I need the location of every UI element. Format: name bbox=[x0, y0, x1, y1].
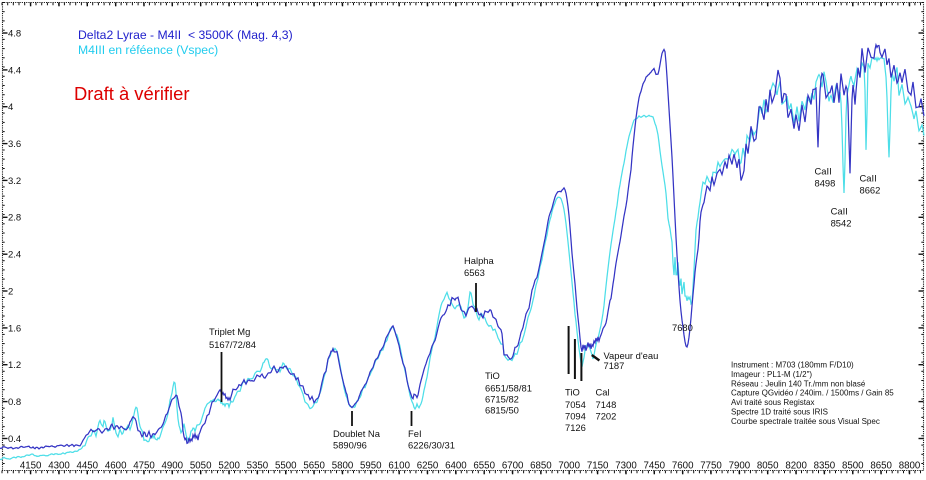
svg-text:6850: 6850 bbox=[530, 460, 552, 471]
svg-text:7148: 7148 bbox=[596, 399, 617, 410]
svg-text:5350: 5350 bbox=[247, 460, 269, 471]
svg-text:2: 2 bbox=[8, 286, 13, 297]
svg-text:CaII: CaII bbox=[860, 172, 877, 183]
svg-text:6250: 6250 bbox=[417, 460, 439, 471]
svg-text:8800: 8800 bbox=[899, 460, 921, 471]
svg-text:6715/82: 6715/82 bbox=[485, 394, 519, 405]
svg-text:7202: 7202 bbox=[596, 411, 617, 422]
svg-text:4900: 4900 bbox=[162, 460, 184, 471]
svg-text:Réseau : Jeulin 140 Tr./mm non: Réseau : Jeulin 140 Tr./mm non blasé bbox=[731, 379, 866, 388]
svg-text:6550: 6550 bbox=[473, 460, 495, 471]
svg-text:7187: 7187 bbox=[604, 360, 625, 371]
svg-text:8650: 8650 bbox=[870, 460, 892, 471]
svg-text:CaII: CaII bbox=[831, 206, 848, 217]
svg-text:7300: 7300 bbox=[615, 460, 637, 471]
svg-text:6400: 6400 bbox=[445, 460, 467, 471]
svg-text:7600: 7600 bbox=[672, 460, 694, 471]
svg-text:Vapeur d'eau: Vapeur d'eau bbox=[604, 350, 659, 361]
svg-text:Spectre 1D traité sous IRIS: Spectre 1D traité sous IRIS bbox=[731, 408, 828, 417]
svg-text:FeI: FeI bbox=[408, 428, 422, 439]
svg-text:4.4: 4.4 bbox=[8, 65, 21, 76]
svg-text:TiO: TiO bbox=[485, 370, 500, 381]
svg-text:7000: 7000 bbox=[558, 460, 580, 471]
svg-text:7900: 7900 bbox=[729, 460, 751, 471]
svg-text:7054: 7054 bbox=[565, 399, 586, 410]
svg-text:3.6: 3.6 bbox=[8, 139, 21, 150]
svg-text:3.2: 3.2 bbox=[8, 176, 21, 187]
svg-text:5200: 5200 bbox=[218, 460, 240, 471]
svg-text:6700: 6700 bbox=[502, 460, 524, 471]
svg-text:5800: 5800 bbox=[332, 460, 354, 471]
svg-text:Capture QGvidéo / 240im. / 150: Capture QGvidéo / 240im. / 1500ms / Gain… bbox=[731, 389, 894, 398]
svg-text:5500: 5500 bbox=[275, 460, 297, 471]
svg-text:8498: 8498 bbox=[815, 178, 836, 189]
svg-text:4750: 4750 bbox=[133, 460, 155, 471]
svg-text:M4III en réféence (Vspec): M4III en réféence (Vspec) bbox=[78, 43, 218, 57]
svg-text:5167/72/84: 5167/72/84 bbox=[209, 339, 256, 350]
svg-text:8050: 8050 bbox=[757, 460, 779, 471]
svg-text:Courbe spectrale traitée sous: Courbe spectrale traitée sous Visual Spe… bbox=[731, 417, 880, 426]
svg-text:4300: 4300 bbox=[48, 460, 70, 471]
svg-text:0.8: 0.8 bbox=[8, 397, 21, 408]
svg-text:8350: 8350 bbox=[814, 460, 836, 471]
svg-text:2.4: 2.4 bbox=[8, 250, 21, 261]
svg-text:7150: 7150 bbox=[587, 460, 609, 471]
svg-text:0.4: 0.4 bbox=[8, 434, 21, 445]
svg-text:7450: 7450 bbox=[644, 460, 666, 471]
svg-text:7680: 7680 bbox=[672, 322, 693, 333]
svg-text:1.6: 1.6 bbox=[8, 323, 21, 334]
svg-text:5050: 5050 bbox=[190, 460, 212, 471]
svg-text:1.2: 1.2 bbox=[8, 360, 21, 371]
svg-text:Cal: Cal bbox=[596, 387, 610, 398]
svg-text:6100: 6100 bbox=[388, 460, 410, 471]
svg-text:7094: 7094 bbox=[565, 411, 586, 422]
svg-text:8542: 8542 bbox=[831, 218, 852, 229]
svg-text:5650: 5650 bbox=[303, 460, 325, 471]
svg-text:7126: 7126 bbox=[565, 422, 586, 433]
svg-text:4.8: 4.8 bbox=[8, 28, 21, 39]
svg-text:8500: 8500 bbox=[842, 460, 864, 471]
svg-text:Avi traité sous Registax: Avi traité sous Registax bbox=[731, 398, 814, 407]
svg-text:Doublet Na: Doublet Na bbox=[333, 428, 381, 439]
svg-text:Imageur : PL1-M (1/2"): Imageur : PL1-M (1/2") bbox=[731, 370, 812, 379]
svg-text:6563: 6563 bbox=[464, 267, 485, 278]
svg-text:5890/96: 5890/96 bbox=[333, 440, 367, 451]
svg-text:CaII: CaII bbox=[815, 165, 832, 176]
svg-text:4600: 4600 bbox=[105, 460, 127, 471]
svg-text:5950: 5950 bbox=[360, 460, 382, 471]
svg-text:6226/30/31: 6226/30/31 bbox=[408, 440, 455, 451]
svg-text:6651/58/81: 6651/58/81 bbox=[485, 383, 532, 394]
svg-text:4450: 4450 bbox=[77, 460, 99, 471]
svg-text:8200: 8200 bbox=[785, 460, 807, 471]
svg-text:TiO: TiO bbox=[565, 387, 580, 398]
svg-text:2.8: 2.8 bbox=[8, 213, 21, 224]
svg-text:Instrument : M703 (180mm F/D10: Instrument : M703 (180mm F/D10) bbox=[731, 361, 854, 370]
svg-text:4: 4 bbox=[8, 102, 13, 113]
svg-text:6815/50: 6815/50 bbox=[485, 405, 519, 416]
svg-text:8662: 8662 bbox=[860, 184, 881, 195]
svg-text:7750: 7750 bbox=[700, 460, 722, 471]
svg-text:Draft à vérifier: Draft à vérifier bbox=[74, 83, 189, 104]
svg-text:Triplet Mg: Triplet Mg bbox=[209, 326, 250, 337]
svg-text:Delta2 Lyrae - M4II < 3500K (: Delta2 Lyrae - M4II < 3500K (Mag. 4,3) bbox=[78, 28, 293, 42]
svg-text:4150: 4150 bbox=[20, 460, 42, 471]
svg-text:Halpha: Halpha bbox=[464, 255, 494, 266]
